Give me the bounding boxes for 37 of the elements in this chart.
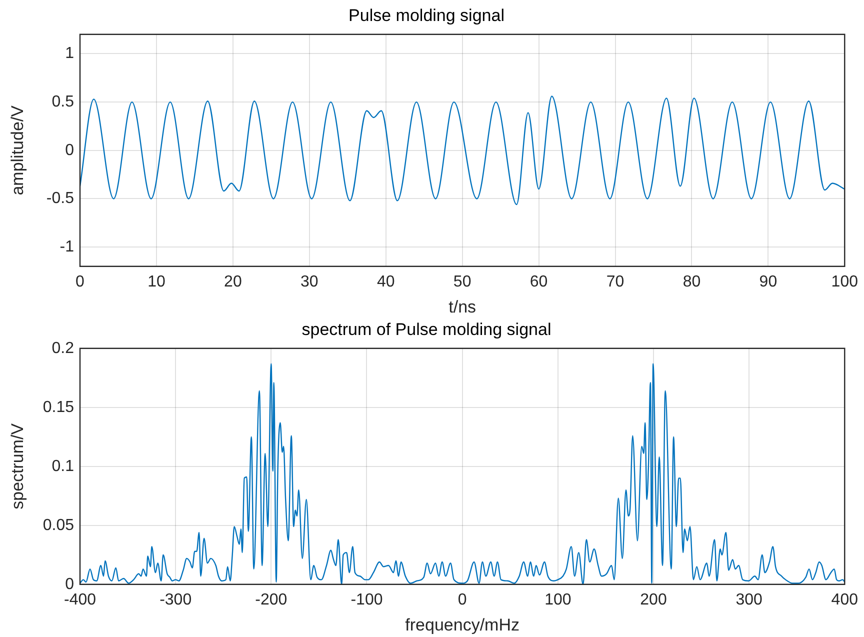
- x-tick-label: 60: [530, 273, 548, 290]
- x-tick-label: 80: [682, 273, 701, 290]
- x-axis-title: frequency/mHz: [405, 615, 520, 634]
- x-tick-label: 50: [453, 273, 472, 290]
- chart-title: spectrum of Pulse molding signal: [302, 320, 552, 339]
- x-tick-label: -200: [255, 591, 288, 608]
- x-tick-label: -300: [160, 591, 192, 608]
- y-tick-label: -0.5: [46, 190, 74, 208]
- x-tick-label: -400: [64, 591, 96, 608]
- line-series: [80, 96, 845, 206]
- x-tick-label: -100: [350, 591, 383, 608]
- x-tick-label: 100: [544, 591, 572, 608]
- y-tick-label: 0: [65, 576, 74, 593]
- x-tick-label: 20: [224, 273, 242, 290]
- line-series: [80, 363, 845, 584]
- y-axis-title: spectrum/V: [8, 422, 27, 510]
- x-tick-label: 30: [300, 273, 318, 290]
- y-tick-label: -1: [60, 238, 74, 256]
- y-tick-label: 0.1: [52, 458, 74, 475]
- x-tick-label: 10: [148, 273, 166, 290]
- y-tick-label: 0.05: [42, 516, 74, 534]
- y-tick-label: 0.5: [52, 93, 74, 110]
- x-tick-label: 40: [376, 273, 395, 290]
- y-tick-label: 0: [65, 142, 74, 159]
- x-tick-label: 70: [606, 273, 624, 290]
- chart-title: Pulse molding signal: [348, 6, 504, 25]
- y-tick-label: 1: [65, 45, 74, 62]
- x-tick-label: 200: [640, 591, 667, 608]
- x-tick-label: 300: [736, 591, 763, 608]
- x-tick-label: 400: [831, 591, 858, 608]
- x-tick-label: 0: [458, 591, 467, 608]
- y-tick-label: 0.15: [42, 398, 74, 416]
- x-axis-title: t/ns: [448, 297, 476, 316]
- x-tick-label: 90: [759, 273, 778, 290]
- y-axis-title: amplitude/V: [8, 104, 27, 196]
- x-tick-label: 100: [831, 273, 858, 290]
- y-tick-label: 0.2: [52, 340, 74, 357]
